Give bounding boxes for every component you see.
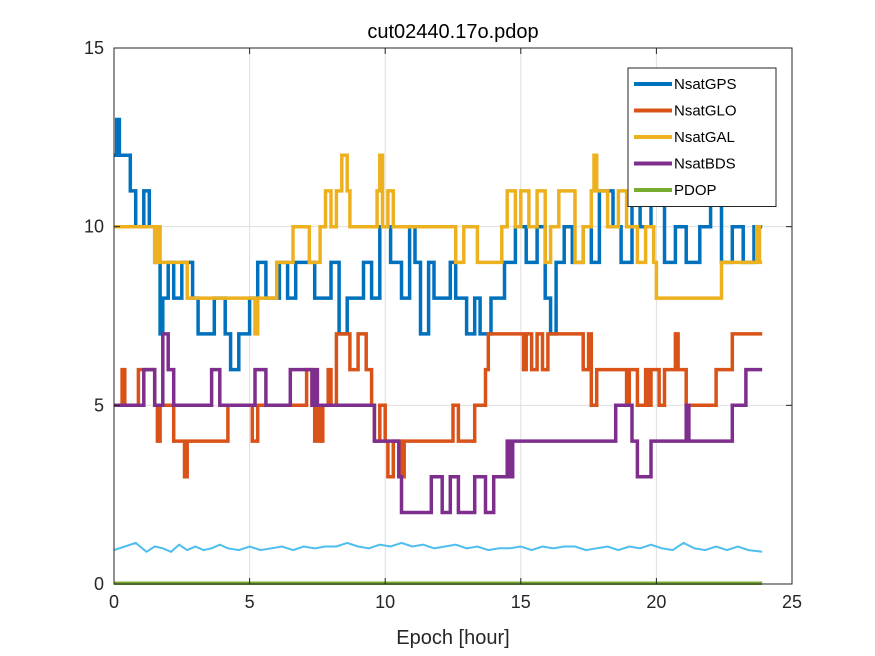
x-tick-label: 5 [245, 592, 255, 612]
y-tick-label: 10 [84, 217, 104, 237]
x-axis-label: Epoch [hour] [396, 627, 509, 649]
legend-label: NsatGPS [674, 76, 737, 93]
chart-title: cut02440.17o.pdop [367, 21, 538, 43]
series-nsatgps-line [114, 117, 763, 372]
series-nsatbds-line [114, 332, 763, 515]
legend-label: NsatGAL [674, 129, 735, 146]
axis-ticks: 0 5 10 15 20 25 0 5 10 15 [84, 38, 802, 612]
x-tick-label: 20 [646, 592, 666, 612]
x-tick-label: 25 [782, 592, 802, 612]
legend-label: NsatBDS [674, 156, 736, 173]
series-nsatglo-line [114, 332, 763, 479]
plot-series [113, 117, 763, 586]
legend[interactable]: NsatGPS NsatGLO NsatGAL NsatBDS PDOP [627, 67, 777, 207]
series-unlabeled-line [113, 541, 763, 554]
x-tick-label: 10 [375, 592, 395, 612]
x-tick-label: 15 [511, 592, 531, 612]
y-tick-label: 0 [94, 574, 104, 594]
legend-label: NsatGLO [674, 103, 737, 120]
axes-box [113, 47, 793, 585]
series-nsatgal-line [114, 153, 763, 336]
legend-label: PDOP [674, 182, 717, 199]
x-tick-label: 0 [109, 592, 119, 612]
y-tick-label: 15 [84, 38, 104, 58]
y-tick-label: 5 [94, 395, 104, 415]
